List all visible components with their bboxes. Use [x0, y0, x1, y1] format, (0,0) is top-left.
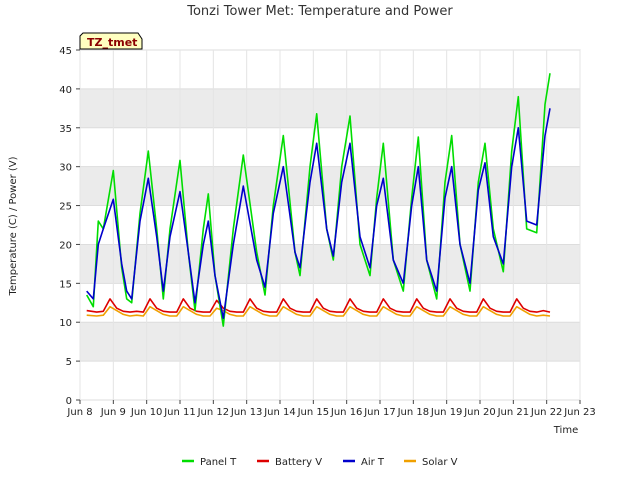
x-tick-label-6: Jun 14	[263, 407, 296, 418]
site-tag: TZ_tmet	[79, 32, 143, 50]
x-tick-label-13: Jun 21	[497, 407, 530, 418]
series-line-battery-v	[86, 298, 551, 313]
band-0	[80, 361, 580, 400]
y-tick-label-4: 20	[59, 240, 72, 251]
x-tick-label-2: Jun 10	[130, 407, 163, 418]
grid-lines	[79, 49, 581, 401]
x-tick-label-9: Jun 17	[363, 407, 396, 418]
series-layer	[86, 73, 551, 327]
x-tick-label-12: Jun 20	[463, 407, 496, 418]
legend-label: Panel T	[200, 457, 237, 468]
y-tick-label-8: 40	[59, 85, 72, 96]
band-5	[80, 166, 580, 206]
y-tick-label-0: 0	[66, 396, 72, 407]
band-7	[80, 88, 580, 128]
x-tick-label-1: Jun 9	[100, 407, 126, 418]
x-tick-label-5: Jun 13	[230, 407, 263, 418]
legend: Panel T Battery V Air T Solar V	[182, 457, 458, 468]
legend-item-air-t: Air T	[343, 457, 385, 468]
legend-item-battery-v: Battery V	[257, 457, 322, 468]
x-tick-label-8: Jun 16	[330, 407, 363, 418]
legend-item-solar-v: Solar V	[404, 457, 458, 468]
band-6	[80, 127, 580, 167]
y-axis-label: Temperature (C) / Power (V)	[8, 156, 19, 296]
series-line-solar-v	[86, 305, 551, 317]
y-tick-label-6: 30	[59, 163, 72, 174]
band-1	[80, 322, 580, 362]
x-tick-label-10: Jun 18	[397, 407, 430, 418]
x-tick-label-14: Jun 22	[530, 407, 563, 418]
site-tag-label: TZ_tmet	[87, 36, 137, 49]
y-tick-label-5: 25	[59, 202, 72, 213]
site-tag-box	[79, 32, 143, 50]
x-tick-label-7: Jun 15	[297, 407, 330, 418]
chart-title: Tonzi Tower Met: Temperature and Power	[186, 4, 453, 19]
plot-background-bands	[80, 50, 580, 400]
x-axis-label: Time	[553, 425, 578, 436]
y-tick-label-2: 10	[59, 318, 72, 329]
legend-label: Battery V	[275, 457, 322, 468]
x-tick-label-3: Jun 11	[163, 407, 196, 418]
legend-label: Air T	[361, 457, 385, 468]
y-tick-label-7: 35	[59, 124, 72, 135]
y-tick-label-1: 5	[66, 357, 72, 368]
legend-item-panel-t: Panel T	[182, 457, 237, 468]
band-8	[80, 50, 580, 89]
x-tick-label-11: Jun 19	[430, 407, 463, 418]
x-axis-ticks: Jun 8 Jun 9 Jun 10 Jun 11 Jun 12 Jun 13 Jun 14…	[66, 400, 596, 418]
y-tick-label-3: 15	[59, 279, 72, 290]
x-tick-label-0: Jun 8	[66, 407, 92, 418]
y-axis-ticks: 0 5 10 15 20 25 30 35 40 45	[59, 46, 80, 407]
x-tick-label-15: Jun 23	[563, 407, 596, 418]
x-tick-label-4: Jun 12	[197, 407, 230, 418]
band-4	[80, 205, 580, 245]
series-line-air-t	[86, 108, 551, 320]
band-3	[80, 244, 580, 284]
legend-label: Solar V	[422, 457, 458, 468]
y-tick-label-9: 45	[59, 46, 72, 57]
